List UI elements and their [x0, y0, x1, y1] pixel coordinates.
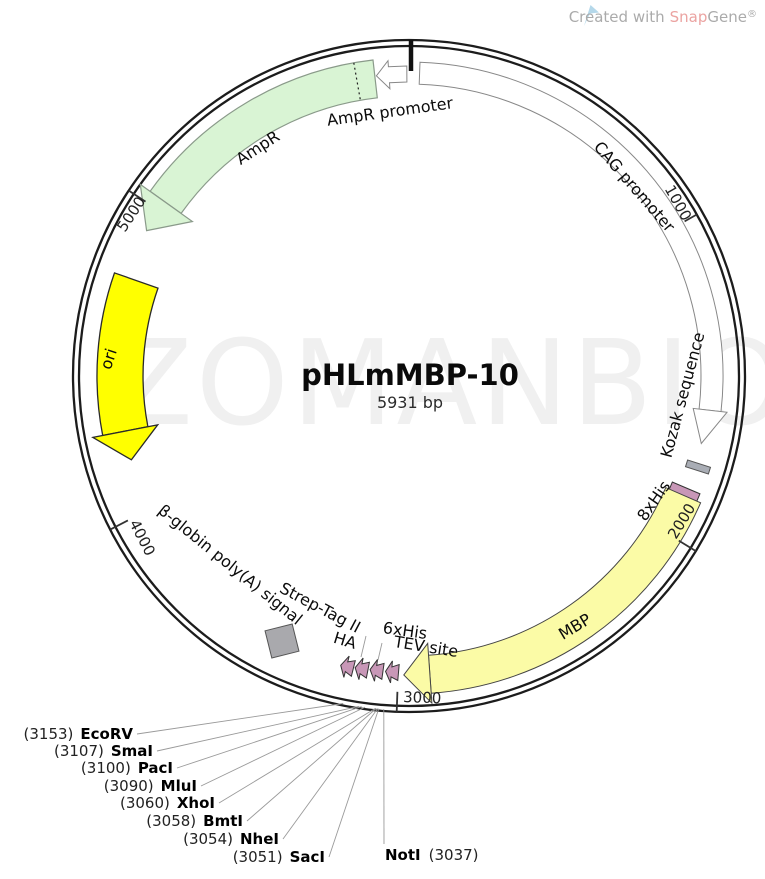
- credit-line: Created with SnapGene®: [569, 8, 757, 26]
- tick-1000: [684, 213, 698, 223]
- tick-2000: [678, 539, 697, 552]
- ha-tag-arrow: [354, 657, 371, 680]
- enzyme-label-paci: (3100) PacI: [81, 759, 173, 777]
- tev-site-arrow: [384, 660, 400, 684]
- ampr-signal-boundary-dotted-line: [353, 62, 361, 101]
- tick-label-3000: 3000: [403, 688, 442, 707]
- ampr-arrow-head: [139, 183, 194, 232]
- ampr-arrow-body: [149, 59, 378, 215]
- saci-leader-line: [328, 708, 380, 858]
- nhei-leader-line: [282, 708, 379, 840]
- his6-label: 6xHis: [382, 618, 429, 643]
- ori-arrow-head: [91, 423, 160, 461]
- ampr-promoter-arrow: [375, 59, 408, 90]
- enzyme-label-mlui: (3090) MluI: [104, 777, 197, 795]
- tick-3000: [395, 691, 399, 712]
- watermark-text: ZOMANBIO: [112, 314, 765, 452]
- beta-globin-polya-marker: [264, 623, 300, 659]
- snapgene-logo-icon: [584, 5, 599, 26]
- enzyme-label-ecorv: (3153) EcoRV: [24, 725, 134, 743]
- tick-5000: [128, 189, 146, 203]
- plasmid-name: pHLmMBP-10: [301, 358, 519, 392]
- enzyme-label-bmti: (3058) BmtI: [146, 812, 243, 830]
- plasmid-size: 5931 bp: [377, 393, 443, 412]
- cag-promoter-arrow-head: [692, 407, 728, 445]
- strep-tag-arrow: [340, 655, 356, 678]
- kozak-marker: [684, 459, 712, 475]
- mlui-leader-line: [200, 706, 366, 787]
- his6-leader-line: [377, 642, 383, 661]
- paci-leader-line: [176, 706, 362, 769]
- enzyme-label-xhoi: (3060) XhoI: [120, 794, 215, 812]
- ha-leader-line: [360, 635, 367, 658]
- ecorv-leader-line: [136, 703, 344, 735]
- bmti-leader-line: [246, 708, 377, 822]
- xhoi-leader-line: [218, 707, 376, 804]
- smai-leader-line: [156, 705, 360, 752]
- enzyme-label-noti: NotI (3037): [385, 846, 479, 864]
- enzyme-label-saci: (3051) SacI: [233, 848, 325, 866]
- tick-4000: [109, 519, 129, 531]
- mbp-arrow-head: [403, 642, 433, 705]
- his6-tag-arrow: [369, 659, 385, 682]
- enzyme-label-nhei: (3054) NheI: [183, 830, 279, 848]
- enzyme-label-smai: (3107) SmaI: [54, 742, 153, 760]
